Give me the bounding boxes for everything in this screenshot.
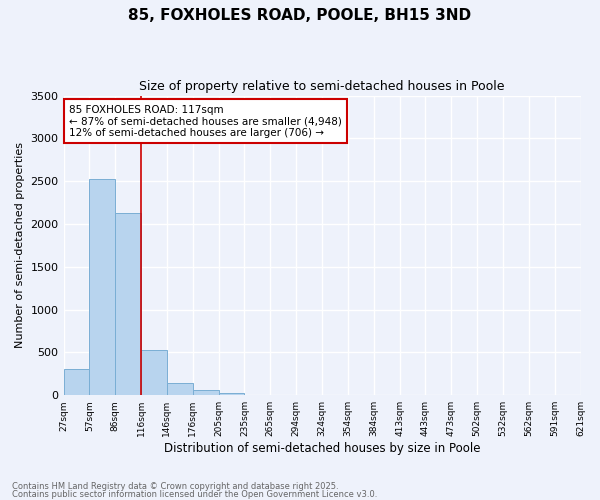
Bar — [167, 383, 193, 395]
X-axis label: Distribution of semi-detached houses by size in Poole: Distribution of semi-detached houses by … — [164, 442, 480, 455]
Text: Contains HM Land Registry data © Crown copyright and database right 2025.: Contains HM Land Registry data © Crown c… — [12, 482, 338, 491]
Bar — [218, 392, 244, 395]
Bar — [115, 213, 141, 395]
Bar — [141, 350, 167, 395]
Bar — [89, 178, 115, 395]
Title: Size of property relative to semi-detached houses in Poole: Size of property relative to semi-detach… — [139, 80, 505, 93]
Y-axis label: Number of semi-detached properties: Number of semi-detached properties — [15, 142, 25, 348]
Bar — [64, 368, 89, 395]
Text: 85 FOXHOLES ROAD: 117sqm
← 87% of semi-detached houses are smaller (4,948)
12% o: 85 FOXHOLES ROAD: 117sqm ← 87% of semi-d… — [69, 104, 341, 138]
Bar — [193, 390, 218, 395]
Text: Contains public sector information licensed under the Open Government Licence v3: Contains public sector information licen… — [12, 490, 377, 499]
Text: 85, FOXHOLES ROAD, POOLE, BH15 3ND: 85, FOXHOLES ROAD, POOLE, BH15 3ND — [128, 8, 472, 22]
